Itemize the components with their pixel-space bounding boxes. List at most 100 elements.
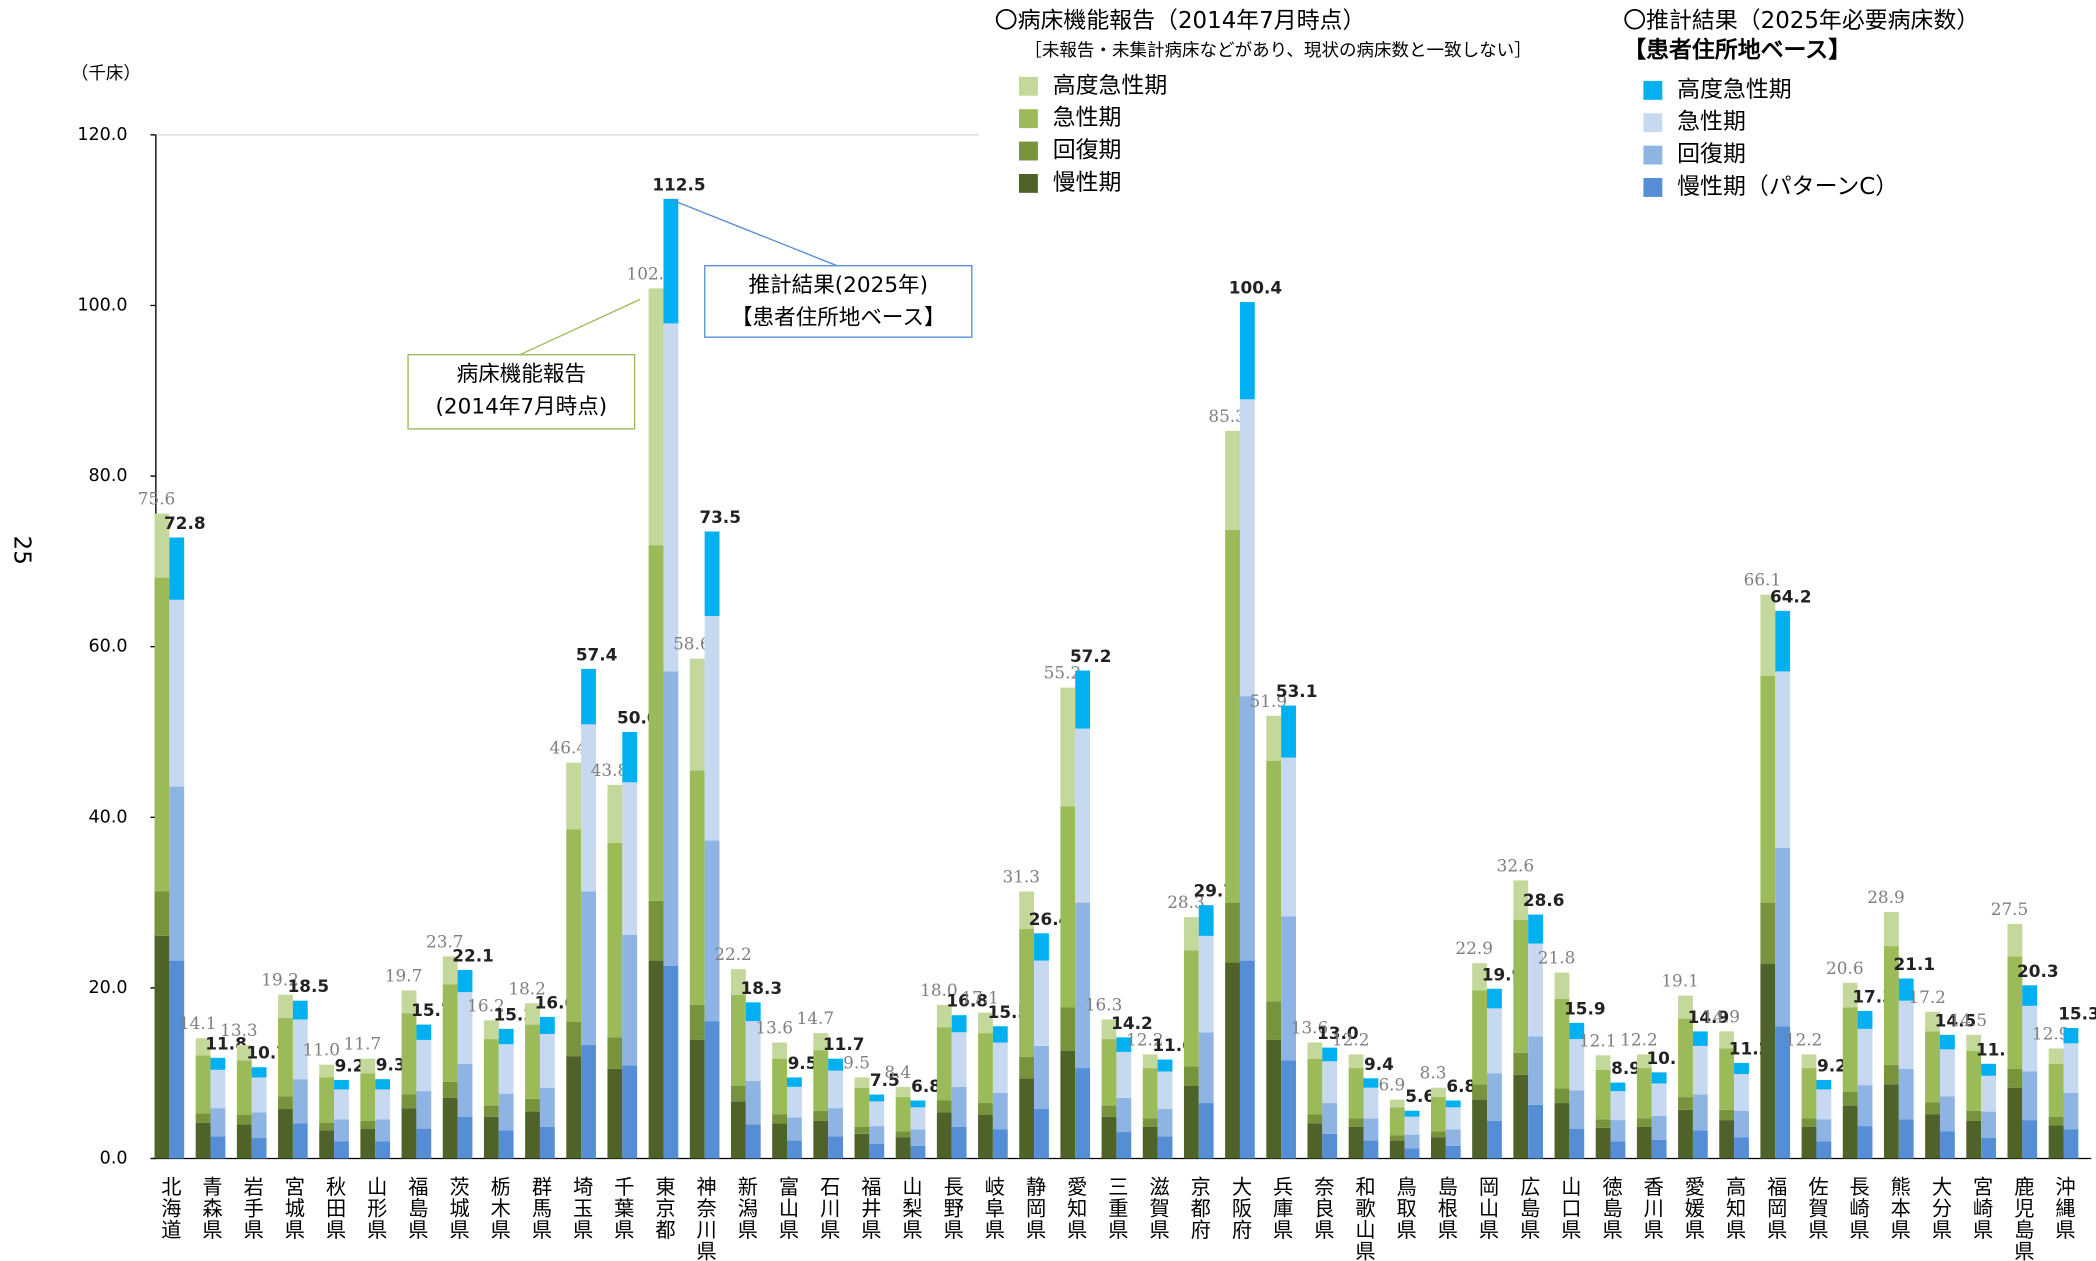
total-label: 9.5 xyxy=(788,1053,818,1073)
total-label: 28.9 xyxy=(1867,887,1905,907)
x-tick-label: 福岡県 xyxy=(1764,1176,1788,1241)
total-label: 75.6 xyxy=(138,489,176,509)
bar-segment xyxy=(566,1022,582,1057)
bar-segment xyxy=(663,671,679,966)
bar-segment xyxy=(375,1079,391,1090)
bar-segment xyxy=(1939,1131,1955,1159)
total-label: 14.7 xyxy=(797,1008,835,1028)
bar-segment xyxy=(1692,1094,1708,1131)
total-label: 14.1 xyxy=(179,1013,217,1033)
bar-segment xyxy=(663,198,679,324)
bar-segment xyxy=(1183,950,1199,1067)
bar-segment xyxy=(1142,1068,1158,1119)
bar-segment xyxy=(1348,1054,1364,1069)
x-tick-label: 静岡県 xyxy=(1023,1176,1047,1241)
total-label: 19.7 xyxy=(385,965,423,985)
bar-segment xyxy=(1651,1083,1667,1116)
x-tick-label: 熊本県 xyxy=(1887,1176,1911,1241)
bar-segment xyxy=(1966,1051,1982,1111)
bar-segment xyxy=(1554,972,1570,999)
bar-segment xyxy=(1239,696,1255,961)
x-tick-label: 徳島県 xyxy=(1599,1176,1623,1241)
total-label: 100.4 xyxy=(1229,278,1282,298)
bar-segment xyxy=(1472,1084,1488,1100)
bar-segment xyxy=(978,1012,993,1034)
x-tick-label: 石川県 xyxy=(817,1176,841,1241)
bar-segment xyxy=(910,1100,926,1108)
bar-segment xyxy=(1322,1133,1338,1159)
bar-segment xyxy=(1142,1126,1158,1159)
bar-segment xyxy=(1431,1087,1446,1098)
bar-segment xyxy=(2022,1005,2038,1072)
bar-segment xyxy=(1760,964,1776,1159)
bar-segment xyxy=(169,960,185,1159)
bar-segment xyxy=(607,784,623,843)
bar-segment xyxy=(154,891,170,936)
bar-segment xyxy=(607,1037,623,1069)
bar-segment xyxy=(581,668,596,725)
bar-segment xyxy=(1142,1054,1158,1069)
bar-segment xyxy=(1857,1085,1873,1127)
total-label: 102.0 xyxy=(627,263,675,283)
bar-segment xyxy=(1060,687,1076,807)
bar-segment xyxy=(787,1140,802,1159)
bar-segment xyxy=(1842,982,1858,1008)
bar-segment xyxy=(1925,1011,1940,1032)
bar-segment xyxy=(1569,1039,1585,1091)
bar-segment xyxy=(992,1092,1008,1130)
bar-segment xyxy=(251,1112,267,1139)
legend-label: 慢性期 xyxy=(1053,170,1122,196)
bar-segment xyxy=(2007,1068,2023,1088)
bar-segment xyxy=(1445,1129,1461,1146)
bar-segment xyxy=(1595,1127,1611,1159)
bar-segment xyxy=(1528,914,1544,944)
bar-segment xyxy=(1281,916,1296,1061)
bar-segment xyxy=(581,891,596,1046)
y-tick-label: 120.0 xyxy=(77,125,127,145)
bar-segment xyxy=(498,1093,514,1131)
annotation-text: (2014年7月時点) xyxy=(436,394,608,419)
bar-segment xyxy=(319,1064,335,1078)
bar-segment xyxy=(1472,990,1488,1085)
bar-segment xyxy=(2007,923,2023,957)
bar-segment xyxy=(1487,1008,1502,1074)
x-tick-label: 滋賀県 xyxy=(1146,1176,1170,1241)
bar-segment xyxy=(772,1042,788,1059)
bar-segment xyxy=(936,1100,952,1113)
bar-segment xyxy=(1528,943,1544,1037)
bar-segment xyxy=(251,1077,267,1113)
total-label: 14.9 xyxy=(1688,1007,1730,1027)
total-label: 64.2 xyxy=(1770,586,1812,606)
bar-segment xyxy=(745,1021,761,1081)
bar-segment xyxy=(828,1108,844,1137)
total-label: 15.2 xyxy=(493,1004,535,1024)
total-label: 27.5 xyxy=(1991,899,2029,919)
bar-segment xyxy=(210,1057,226,1070)
bar-segment xyxy=(1225,902,1240,963)
x-tick-label: 茨城県 xyxy=(446,1176,470,1241)
total-label: 66.1 xyxy=(1744,570,1782,590)
bar-segment xyxy=(442,984,458,1082)
bar-segment xyxy=(416,1091,432,1129)
bar-segment xyxy=(2048,1048,2064,1064)
bar-segment xyxy=(1445,1100,1461,1108)
bar-segment xyxy=(787,1086,802,1118)
x-tick-label: 山梨県 xyxy=(899,1176,923,1241)
bar-segment xyxy=(2063,1027,2079,1044)
x-tick-label: 神奈川県 xyxy=(693,1176,717,1261)
legend-label: 回復期 xyxy=(1053,138,1122,164)
bar-segment xyxy=(416,1024,432,1040)
bar-segment xyxy=(1322,1103,1338,1134)
bar-segment xyxy=(1157,1071,1173,1110)
bar-segment xyxy=(2007,956,2023,1069)
total-label: 15.9 xyxy=(1564,998,1606,1018)
bar-segment xyxy=(1898,1000,1914,1069)
x-tick-label: 群馬県 xyxy=(528,1176,552,1241)
total-label: 15.7 xyxy=(411,1000,453,1020)
bar-segment xyxy=(978,1033,993,1104)
bar-segment xyxy=(663,965,679,1159)
bar-segment xyxy=(1816,1089,1832,1120)
bar-segment xyxy=(1719,1109,1735,1121)
bar-segment xyxy=(1981,1111,1996,1139)
total-label: 12.2 xyxy=(1620,1029,1658,1049)
